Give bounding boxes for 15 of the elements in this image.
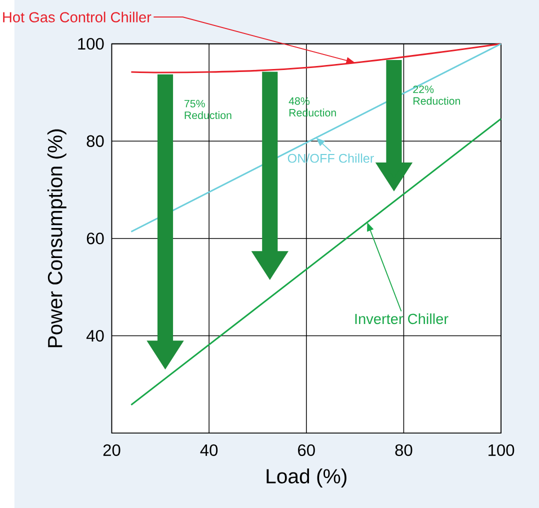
x-tick-label: 40: [200, 444, 218, 456]
text: Hot Gas Control Chiller: [3, 12, 152, 22]
text: Inverter Chiller: [355, 313, 448, 324]
line-series: [130, 43, 502, 74]
annotation: 22% Reduction: [413, 86, 460, 105]
y-tick-label: 80: [86, 135, 104, 147]
x-axis-title: Load (%): [266, 468, 346, 488]
y-tick-label: 100: [78, 38, 104, 50]
y-axis-title: Power Consumption (%): [47, 129, 66, 348]
x-tick-label: 80: [395, 444, 412, 456]
x-tick-label: 20: [103, 444, 120, 456]
y-tick-label: 60: [86, 232, 104, 244]
x-tick-label: 100: [488, 444, 514, 456]
x-tick-label: 60: [298, 444, 315, 456]
y-tick-label: 40: [86, 330, 104, 342]
